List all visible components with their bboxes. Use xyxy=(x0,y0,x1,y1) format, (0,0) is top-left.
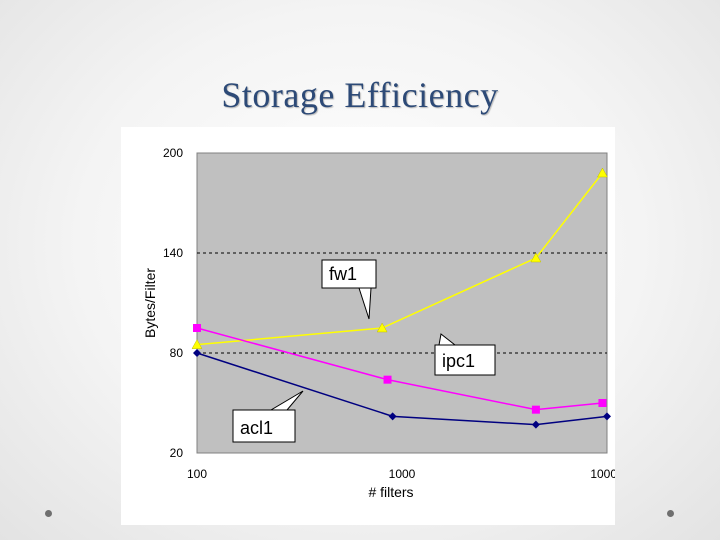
callout-fw1: fw1 xyxy=(321,259,377,320)
callout-label: acl1 xyxy=(240,418,273,438)
data-point-fw1 xyxy=(530,252,542,263)
y-tick-label: 140 xyxy=(163,246,183,260)
series-line-ipc1 xyxy=(196,327,603,411)
slide-bullet-left xyxy=(45,510,52,517)
callout-acl1: acl1 xyxy=(232,390,304,443)
data-point-ipc1 xyxy=(598,399,607,407)
data-point-fw1 xyxy=(376,322,388,333)
chart-frame: 20 80 140 200 100 1000 10000 fw1 ipc1 acl1 Bytes… xyxy=(121,127,615,525)
callout-box xyxy=(232,409,296,443)
slide-title: Storage Efficiency xyxy=(221,75,499,115)
callout-box xyxy=(434,344,496,376)
series-line-fw1 xyxy=(196,172,604,346)
y-tick-label: 80 xyxy=(170,346,184,360)
slide-bullet-right xyxy=(667,510,674,517)
callout-label: fw1 xyxy=(329,264,357,284)
callout-pointer xyxy=(438,333,457,346)
data-point-ipc1 xyxy=(531,405,540,414)
data-point-fw1 xyxy=(597,167,608,178)
x-tick-label: 1000 xyxy=(389,467,416,481)
x-tick-label: 10000 xyxy=(590,467,615,481)
callout-pointer xyxy=(269,390,304,411)
plot-area xyxy=(196,152,608,454)
data-point-acl1 xyxy=(193,349,201,357)
line-chart: 20 80 140 200 100 1000 10000 fw1 ipc1 acl1 Bytes… xyxy=(142,146,615,500)
callout-box xyxy=(321,259,377,289)
callout-pointer xyxy=(358,287,372,320)
data-point-acl1 xyxy=(531,420,540,429)
y-axis-label: Bytes/Filter xyxy=(142,268,158,338)
series-line-acl1 xyxy=(196,352,608,426)
x-tick-label: 100 xyxy=(187,467,207,481)
y-tick-label: 200 xyxy=(163,146,183,160)
x-axis-label: # filters xyxy=(368,484,413,500)
callout-label: ipc1 xyxy=(442,351,475,371)
data-point-acl1 xyxy=(603,412,611,421)
y-tick-label: 20 xyxy=(170,446,184,460)
data-point-fw1 xyxy=(191,339,203,349)
data-point-acl1 xyxy=(388,412,397,421)
callout-ipc1: ipc1 xyxy=(434,333,496,376)
data-point-ipc1 xyxy=(193,324,201,332)
data-point-ipc1 xyxy=(383,375,392,384)
